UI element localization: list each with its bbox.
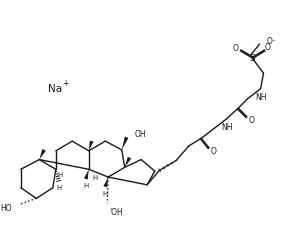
Text: NH: NH xyxy=(255,92,266,101)
Polygon shape xyxy=(84,169,89,180)
Text: OH: OH xyxy=(135,129,146,138)
Text: O: O xyxy=(249,116,255,125)
Text: O: O xyxy=(232,44,238,53)
Text: H: H xyxy=(92,174,97,180)
Text: +: + xyxy=(63,79,69,88)
Text: H: H xyxy=(57,171,62,177)
Text: HO: HO xyxy=(1,203,12,212)
Text: H: H xyxy=(103,190,108,196)
Polygon shape xyxy=(39,149,46,160)
Text: H: H xyxy=(83,182,88,188)
Polygon shape xyxy=(122,137,128,150)
Text: H: H xyxy=(56,184,61,190)
Text: O: O xyxy=(264,43,270,52)
Polygon shape xyxy=(89,141,94,151)
Text: Na: Na xyxy=(48,83,62,93)
Text: O: O xyxy=(211,147,217,156)
Polygon shape xyxy=(104,177,108,187)
Text: S: S xyxy=(249,54,255,63)
Text: O⁻: O⁻ xyxy=(266,36,276,45)
Text: 'OH: 'OH xyxy=(109,208,123,216)
Polygon shape xyxy=(125,157,131,168)
Text: NH: NH xyxy=(221,123,232,131)
